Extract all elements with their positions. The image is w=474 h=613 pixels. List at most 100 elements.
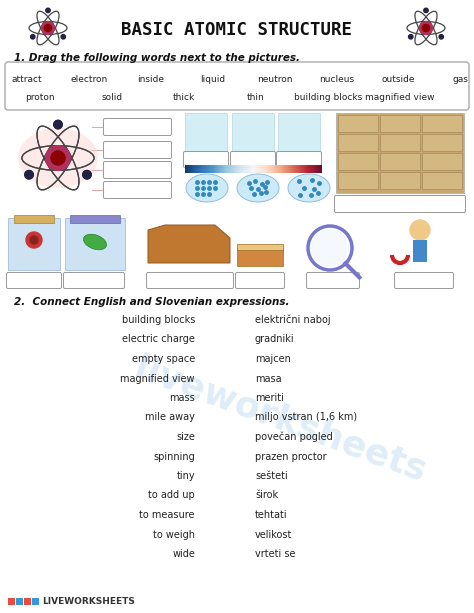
Ellipse shape: [288, 174, 330, 202]
Text: thin: thin: [247, 93, 265, 102]
Text: building blocks: building blocks: [294, 93, 362, 102]
FancyBboxPatch shape: [103, 142, 172, 159]
Text: magnified view: magnified view: [120, 373, 195, 384]
Text: 1. Drag the following words next to the pictures.: 1. Drag the following words next to the …: [14, 53, 300, 63]
Ellipse shape: [18, 128, 98, 188]
Circle shape: [54, 120, 62, 129]
Ellipse shape: [186, 174, 228, 202]
Text: spinning: spinning: [153, 452, 195, 462]
Text: magnified view: magnified view: [365, 93, 435, 102]
Text: nucleus: nucleus: [319, 75, 354, 85]
Bar: [422, 153, 462, 170]
Circle shape: [42, 21, 55, 34]
Text: mile away: mile away: [145, 413, 195, 422]
Text: to weigh: to weigh: [153, 530, 195, 539]
Text: 2.  Connect English and Slovenian expressions.: 2. Connect English and Slovenian express…: [14, 297, 290, 307]
Text: electric charge: electric charge: [122, 335, 195, 345]
Text: attract: attract: [12, 75, 42, 85]
Text: outside: outside: [382, 75, 415, 85]
FancyBboxPatch shape: [183, 151, 228, 167]
Text: empty space: empty space: [132, 354, 195, 364]
Text: majcen: majcen: [255, 354, 291, 364]
Text: povečan pogled: povečan pogled: [255, 432, 333, 442]
Text: solid: solid: [101, 93, 123, 102]
Ellipse shape: [237, 174, 279, 202]
Circle shape: [422, 25, 429, 32]
Text: meriti: meriti: [255, 393, 284, 403]
Text: BASIC ATOMIC STRUCTURE: BASIC ATOMIC STRUCTURE: [121, 21, 353, 39]
Text: tiny: tiny: [176, 471, 195, 481]
FancyBboxPatch shape: [276, 151, 321, 167]
FancyBboxPatch shape: [7, 273, 62, 289]
Ellipse shape: [83, 234, 107, 249]
Circle shape: [30, 236, 38, 244]
Circle shape: [30, 34, 35, 39]
Circle shape: [26, 232, 42, 248]
Circle shape: [25, 170, 33, 179]
Text: gradniki: gradniki: [255, 335, 295, 345]
Bar: [338, 134, 378, 151]
FancyBboxPatch shape: [335, 196, 465, 213]
Circle shape: [311, 229, 349, 267]
Bar: [8, 598, 15, 605]
Circle shape: [61, 34, 65, 39]
Bar: [336, 113, 464, 193]
Text: size: size: [176, 432, 195, 442]
Text: thick: thick: [173, 93, 195, 102]
Text: miljo vstran (1,6 km): miljo vstran (1,6 km): [255, 413, 357, 422]
Bar: [70, 215, 120, 223]
Circle shape: [83, 170, 91, 179]
Bar: [278, 113, 320, 151]
Text: mass: mass: [169, 393, 195, 403]
Bar: [380, 134, 420, 151]
Text: liveworksheets: liveworksheets: [129, 351, 430, 489]
Circle shape: [409, 34, 413, 39]
FancyBboxPatch shape: [103, 181, 172, 199]
Text: wide: wide: [172, 549, 195, 559]
Text: electron: electron: [70, 75, 108, 85]
Text: širok: širok: [255, 490, 278, 500]
Circle shape: [419, 21, 432, 34]
Text: proton: proton: [25, 93, 55, 102]
Circle shape: [51, 151, 65, 165]
Bar: [32, 598, 39, 605]
Text: sešteti: sešteti: [255, 471, 288, 481]
Text: inside: inside: [137, 75, 164, 85]
FancyBboxPatch shape: [236, 273, 284, 289]
FancyBboxPatch shape: [64, 273, 125, 289]
Circle shape: [25, 170, 33, 179]
Bar: [185, 113, 227, 151]
Bar: [422, 115, 462, 132]
Bar: [8, 218, 60, 270]
Bar: [14, 215, 54, 223]
Bar: [380, 172, 420, 189]
Text: liquid: liquid: [200, 75, 225, 85]
Circle shape: [46, 8, 50, 13]
Bar: [237, 244, 283, 250]
Bar: [338, 153, 378, 170]
Circle shape: [439, 34, 444, 39]
Bar: [380, 153, 420, 170]
Bar: [16, 598, 23, 605]
FancyBboxPatch shape: [230, 151, 275, 167]
Text: LIVEWORKSHEETS: LIVEWORKSHEETS: [42, 597, 135, 606]
Text: building blocks: building blocks: [122, 315, 195, 325]
Text: velikost: velikost: [255, 530, 292, 539]
FancyBboxPatch shape: [394, 273, 454, 289]
Text: masa: masa: [255, 373, 282, 384]
Text: prazen proctor: prazen proctor: [255, 452, 327, 462]
Bar: [232, 113, 274, 151]
Circle shape: [46, 146, 70, 170]
Bar: [65, 218, 125, 270]
Text: to add up: to add up: [148, 490, 195, 500]
FancyBboxPatch shape: [103, 161, 172, 178]
Polygon shape: [148, 225, 230, 263]
Circle shape: [46, 146, 70, 170]
Text: električni naboj: električni naboj: [255, 314, 331, 326]
Bar: [422, 172, 462, 189]
Text: to measure: to measure: [139, 510, 195, 520]
Text: tehtati: tehtati: [255, 510, 288, 520]
Bar: [338, 172, 378, 189]
Bar: [380, 115, 420, 132]
Circle shape: [51, 151, 65, 165]
